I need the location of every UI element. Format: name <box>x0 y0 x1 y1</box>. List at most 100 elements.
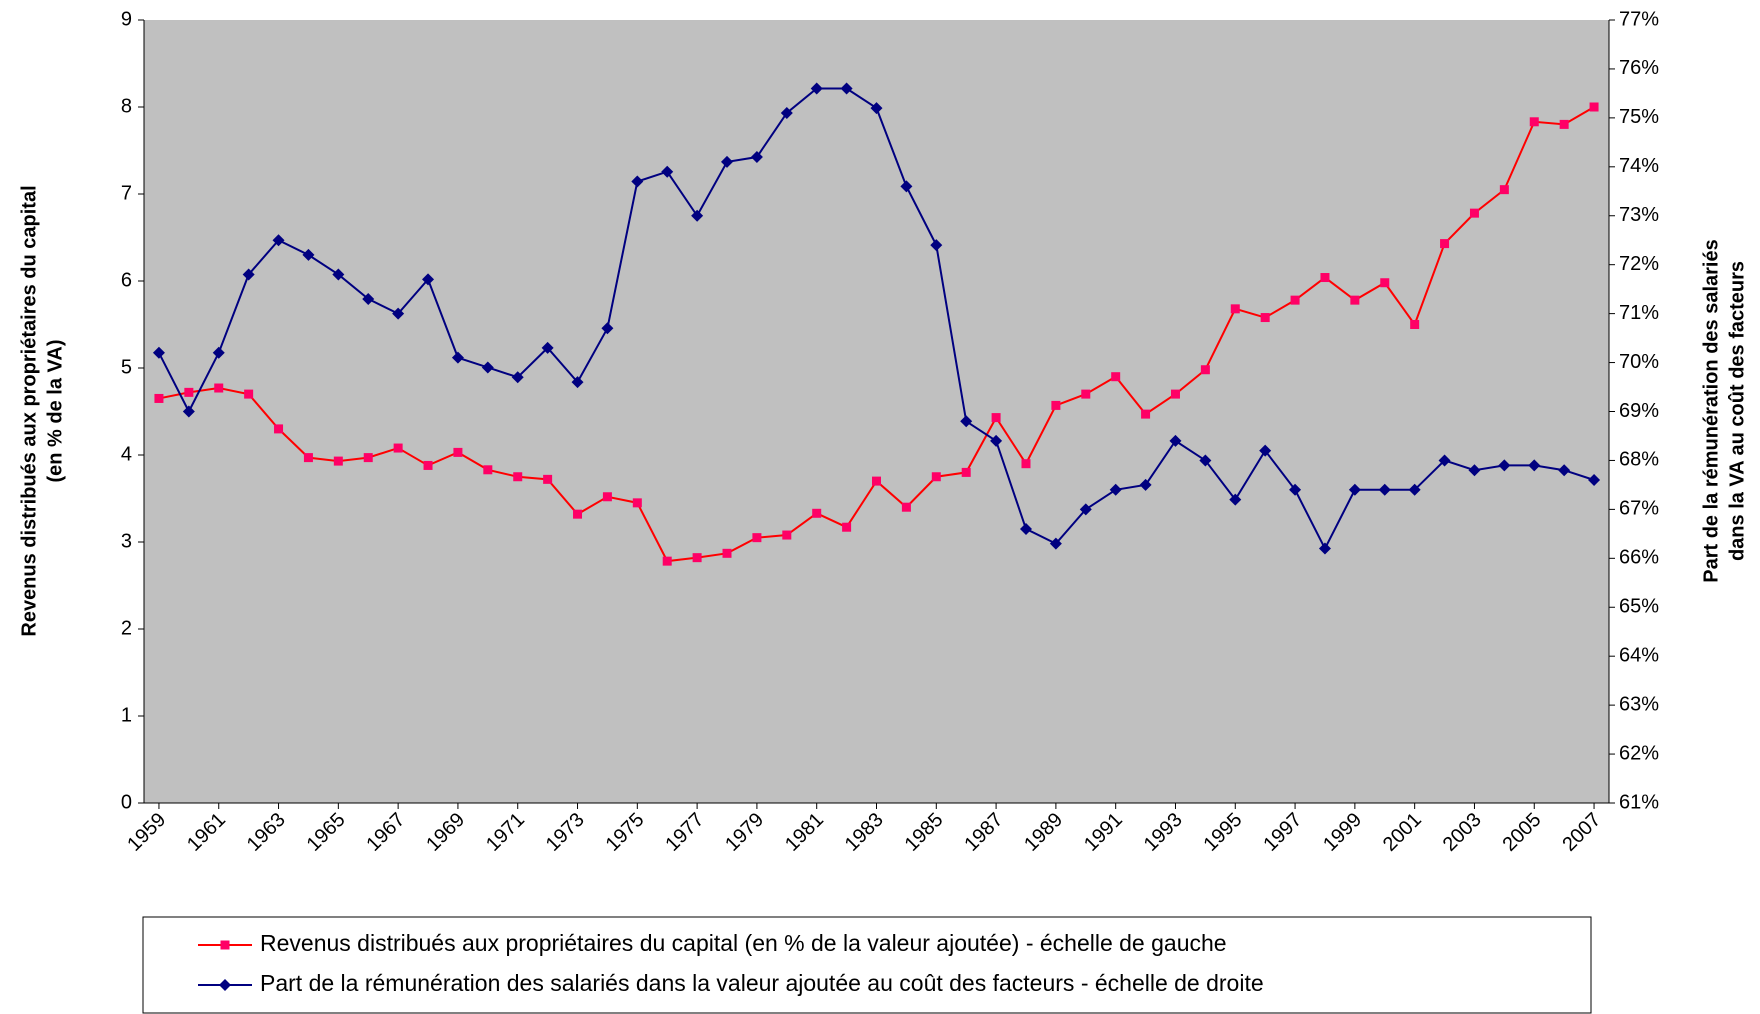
marker <box>1049 537 1062 550</box>
marker <box>692 553 702 563</box>
marker <box>961 467 971 477</box>
y2-tick-label: 67% <box>1619 498 1659 520</box>
marker <box>541 341 554 354</box>
y-tick-label: 7 <box>121 182 132 204</box>
marker <box>1289 483 1302 496</box>
marker <box>1170 389 1180 399</box>
x-tick-label: 1963 <box>243 809 290 856</box>
x-tick-label: 2005 <box>1499 809 1546 856</box>
marker <box>1380 278 1390 288</box>
marker <box>212 346 225 359</box>
marker <box>842 522 852 532</box>
marker <box>451 351 464 364</box>
x-tick-label: 1993 <box>1140 809 1187 856</box>
marker <box>812 508 822 518</box>
x-tick-label: 1997 <box>1259 809 1306 856</box>
marker <box>1139 478 1152 491</box>
marker <box>960 415 973 428</box>
x-tick-label: 1995 <box>1200 809 1247 856</box>
x-tick-label: 1967 <box>362 809 409 856</box>
y2-tick-label: 62% <box>1619 742 1659 764</box>
legend-box <box>142 916 1592 1014</box>
marker <box>1199 454 1212 467</box>
y-tick-label: 8 <box>121 95 132 117</box>
y2-axis-title: dans la VA au coût des facteurs <box>1726 261 1748 561</box>
y2-tick-label: 63% <box>1619 693 1659 715</box>
marker <box>1318 542 1331 555</box>
plot-area <box>144 20 1609 803</box>
y2-tick-label: 73% <box>1619 204 1659 226</box>
marker <box>214 383 224 393</box>
marker <box>423 460 433 470</box>
marker <box>1498 459 1511 472</box>
y2-tick-label: 74% <box>1619 155 1659 177</box>
marker <box>242 268 255 281</box>
marker <box>721 155 734 168</box>
marker <box>780 106 793 119</box>
marker <box>393 443 403 453</box>
marker <box>511 371 524 384</box>
marker <box>362 292 375 305</box>
marker <box>274 424 284 434</box>
y2-tick-label: 68% <box>1619 449 1659 471</box>
marker <box>1259 444 1272 457</box>
marker <box>392 307 405 320</box>
marker <box>1019 522 1032 535</box>
marker <box>1141 409 1151 419</box>
x-tick-label: 1965 <box>303 809 350 856</box>
y-tick-label: 2 <box>121 617 132 639</box>
marker <box>1320 273 1330 283</box>
y2-tick-label: 66% <box>1619 547 1659 569</box>
marker <box>1468 464 1481 477</box>
marker <box>1378 483 1391 496</box>
x-tick-label: 1991 <box>1080 809 1127 856</box>
marker <box>810 82 823 95</box>
x-tick-label: 1979 <box>721 809 768 856</box>
y2-tick-label: 69% <box>1619 400 1659 422</box>
marker <box>272 234 285 247</box>
marker <box>1438 454 1451 467</box>
marker <box>481 361 494 374</box>
marker <box>182 405 195 418</box>
marker <box>1290 295 1300 305</box>
marker <box>1081 389 1091 399</box>
marker <box>1229 493 1242 506</box>
marker <box>1440 239 1450 249</box>
x-tick-label: 2001 <box>1379 809 1426 856</box>
marker <box>632 498 642 508</box>
marker <box>573 509 583 519</box>
marker <box>752 533 762 543</box>
marker <box>872 476 881 486</box>
x-tick-label: 1987 <box>960 809 1007 856</box>
marker <box>722 548 732 558</box>
marker <box>453 447 463 457</box>
x-tick-label: 1969 <box>422 809 469 856</box>
marker <box>1051 400 1061 410</box>
y2-tick-label: 71% <box>1619 302 1659 324</box>
y-axis-title: Revenus distribués aux propriétaires du … <box>18 185 40 636</box>
marker <box>662 556 672 566</box>
marker <box>333 456 343 466</box>
marker <box>1499 185 1509 195</box>
y2-tick-label: 70% <box>1619 351 1659 373</box>
y2-tick-label: 77% <box>1619 8 1659 30</box>
marker <box>1469 208 1479 218</box>
legend-label: Revenus distribués aux propriétaires du … <box>260 930 1227 956</box>
marker <box>1408 483 1421 496</box>
x-tick-label: 2003 <box>1439 809 1486 856</box>
y2-axis-title: Part de la rémunération des salariés <box>1700 239 1722 583</box>
marker <box>930 239 943 252</box>
marker <box>991 413 1001 423</box>
marker <box>1588 474 1601 487</box>
marker <box>1348 483 1361 496</box>
marker <box>782 530 792 540</box>
marker <box>900 180 913 193</box>
marker <box>631 175 644 188</box>
marker <box>750 151 763 164</box>
marker <box>303 453 313 463</box>
marker <box>931 472 941 482</box>
marker <box>1111 372 1121 382</box>
marker <box>302 248 315 261</box>
x-tick-label: 1975 <box>602 809 649 856</box>
